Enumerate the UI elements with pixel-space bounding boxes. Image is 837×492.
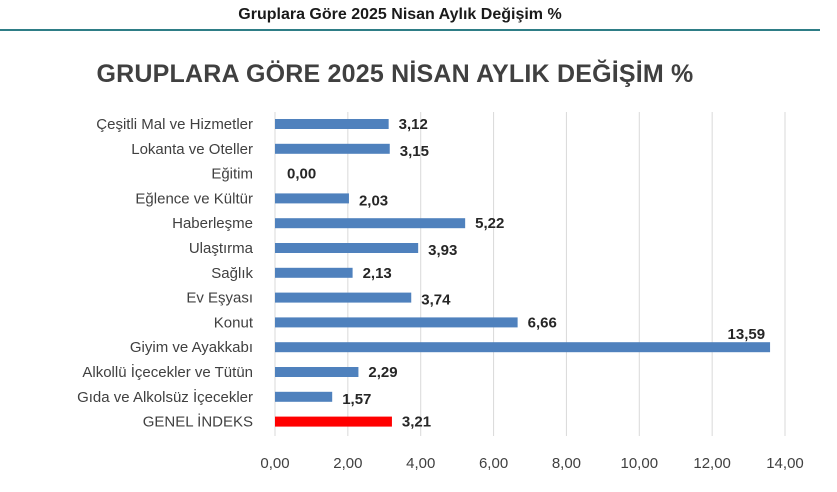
x-tick-label: 8,00 — [552, 455, 581, 472]
x-tick-label: 2,00 — [333, 455, 362, 472]
data-label: 0,00 — [287, 166, 316, 183]
category-label: Eğitim — [211, 166, 253, 183]
x-tick-label: 6,00 — [479, 455, 508, 472]
data-label: 3,93 — [428, 242, 457, 259]
bar — [275, 243, 419, 253]
category-label: Sağlık — [211, 265, 253, 282]
bar — [275, 367, 359, 377]
category-label: Giyim ve Ayakkabı — [130, 339, 253, 356]
data-label: 2,13 — [363, 265, 392, 282]
bar — [275, 391, 333, 402]
data-label: 2,03 — [359, 192, 388, 209]
x-tick-label: 10,00 — [621, 455, 659, 472]
category-label: GENEL İNDEKS — [143, 413, 253, 431]
header-title: Gruplara Göre 2025 Nisan Aylık Değişim % — [238, 6, 562, 23]
bar — [275, 143, 390, 154]
category-label: Ulaştırma — [189, 240, 254, 257]
bar — [275, 292, 412, 303]
category-label: Çeşitli Mal ve Hizmetler — [96, 116, 253, 133]
data-label: 6,66 — [528, 314, 557, 331]
data-label: 3,12 — [399, 116, 428, 133]
bar — [275, 342, 771, 353]
x-tick-label: 12,00 — [693, 455, 731, 472]
category-label: Haberleşme — [172, 215, 253, 232]
category-label: Lokanta ve Oteller — [131, 141, 253, 158]
header-divider — [0, 29, 820, 31]
bar — [275, 317, 518, 328]
category-label: Eğlence ve Kültür — [135, 190, 253, 207]
data-label: 3,21 — [402, 414, 431, 431]
bar — [275, 218, 466, 229]
x-tick-label: 0,00 — [260, 455, 289, 472]
data-label: 2,29 — [368, 364, 397, 381]
x-tick-label: 14,00 — [766, 455, 804, 472]
data-label: 13,59 — [728, 326, 766, 343]
x-tick-label: 4,00 — [406, 455, 435, 472]
chart-title: GRUPLARA GÖRE 2025 NİSAN AYLIK DEĞİŞİM % — [96, 60, 694, 88]
bar — [275, 267, 353, 278]
bar — [275, 193, 349, 204]
category-label: Ev Eşyası — [186, 290, 253, 307]
data-label: 1,57 — [342, 391, 371, 408]
bar — [275, 416, 392, 427]
category-label: Konut — [214, 314, 254, 331]
data-label: 3,74 — [421, 292, 451, 309]
category-label: Alkollü İçecekler ve Tütün — [82, 363, 253, 381]
category-label: Gıda ve Alkolsüz İçecekler — [77, 388, 253, 406]
data-label: 3,15 — [400, 143, 429, 160]
data-label: 5,22 — [475, 215, 504, 232]
bar — [275, 119, 389, 129]
